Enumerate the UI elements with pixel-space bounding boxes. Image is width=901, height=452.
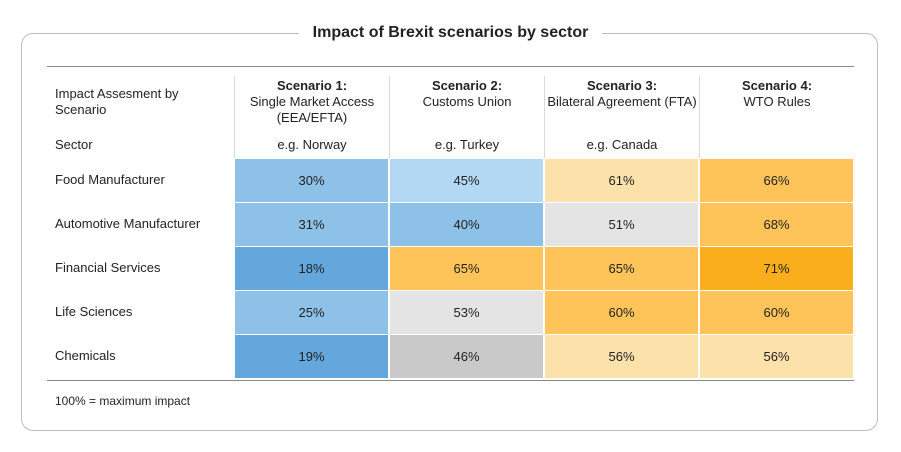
impact-cell: 56% — [700, 335, 853, 378]
scenario-example: e.g. Norway — [277, 137, 347, 152]
impact-cell: 19% — [235, 335, 388, 378]
impact-cell: 60% — [700, 291, 853, 334]
impact-cell: 30% — [235, 159, 388, 202]
impact-cell: 66% — [700, 159, 853, 202]
impact-cell: 71% — [700, 247, 853, 290]
impact-cell: 65% — [390, 247, 543, 290]
scenario-header-2: Scenario 2: Customs Union e.g. Turkey — [390, 66, 544, 158]
impact-cell: 65% — [545, 247, 698, 290]
table-bottom-rule — [47, 380, 854, 381]
row-label-sector: Automotive Manufacturer — [55, 216, 201, 231]
scenario-example: e.g. Turkey — [434, 137, 500, 152]
impact-cell: 18% — [235, 247, 388, 290]
impact-cell: 60% — [545, 291, 698, 334]
scenario-name: Scenario 2: — [431, 78, 503, 93]
impact-cell: 61% — [545, 159, 698, 202]
scenario-description: Bilateral Agreement (FTA) — [547, 94, 697, 109]
table-top-rule — [47, 66, 854, 67]
impact-cell: 45% — [390, 159, 543, 202]
corner-header-label: Impact Assesment by Scenario — [55, 86, 179, 117]
impact-cell: 31% — [235, 203, 388, 246]
scenario-description: Single Market Access (EEA/EFTA) — [249, 94, 375, 125]
scenario-description: Customs Union — [422, 94, 512, 109]
scenario-name: Scenario 4: — [741, 78, 813, 93]
scenario-header-3: Scenario 3: Bilateral Agreement (FTA) e.g.… — [545, 66, 699, 158]
row-label-sector: Financial Services — [55, 260, 161, 275]
row-label-sector: Food Manufacturer — [55, 172, 165, 187]
header-separator — [234, 76, 235, 158]
footnote: 100% = maximum impact — [55, 394, 191, 408]
impact-cell: 68% — [700, 203, 853, 246]
header-separator — [389, 76, 390, 158]
scenario-header-1: Scenario 1: Single Market Access (EEA/EFT… — [235, 66, 389, 158]
scenario-header-4: Scenario 4: WTO Rules — [700, 66, 854, 158]
header-separator — [544, 76, 545, 158]
row-label-sector: Life Sciences — [55, 304, 133, 319]
impact-cell: 40% — [390, 203, 543, 246]
scenario-name: Scenario 3: — [586, 78, 658, 93]
header-separator — [699, 76, 700, 158]
impact-cell: 51% — [545, 203, 698, 246]
scenario-description: WTO Rules — [743, 94, 811, 109]
impact-cell: 53% — [390, 291, 543, 334]
scenario-name: Scenario 1: — [276, 78, 348, 93]
impact-cell: 25% — [235, 291, 388, 334]
impact-cell: 46% — [390, 335, 543, 378]
sector-header-label: Sector — [55, 137, 93, 152]
row-label-sector: Chemicals — [55, 348, 116, 363]
scenario-example: e.g. Canada — [586, 137, 658, 152]
impact-cell: 56% — [545, 335, 698, 378]
corner-header: Impact Assesment by Scenario Sector — [47, 66, 235, 158]
